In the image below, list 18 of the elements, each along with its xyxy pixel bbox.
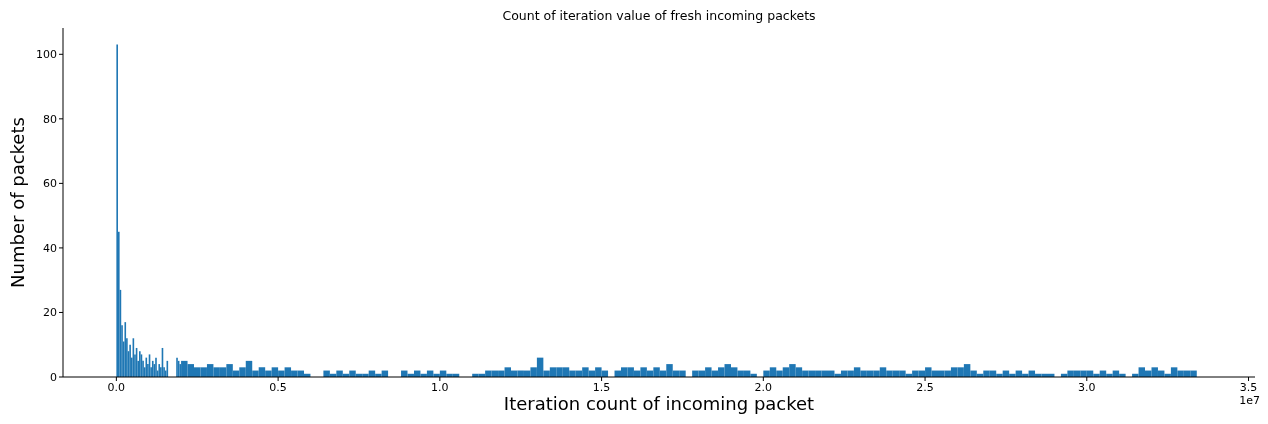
y-tick-label: 20	[43, 306, 57, 320]
x-tick-label: 1.5	[592, 380, 611, 394]
x-tick-label: 1.0	[431, 380, 449, 394]
y-tick-label: 100	[36, 48, 57, 62]
y-tick-label: 0	[50, 370, 57, 384]
x-tick-label: 0.0	[107, 380, 126, 394]
y-axis-title: Number of packets	[7, 117, 29, 288]
x-tick-label: 3.0	[1078, 380, 1096, 394]
y-tick-label: 60	[43, 177, 57, 191]
chart-title: Count of iteration value of fresh incoming packets	[501, 8, 817, 23]
y-tick-label: 40	[43, 241, 57, 255]
x-tick-label: 2.0	[754, 380, 773, 394]
text: 1e7	[1239, 394, 1260, 407]
y-tick-label: 80	[43, 112, 57, 126]
x-tick-label: 3.5	[1239, 380, 1258, 394]
x-tick-label: 2.5	[916, 380, 934, 394]
x-axis-title: Iteration count of incoming packet	[503, 393, 815, 414]
x-tick-label: 0.5	[269, 380, 287, 394]
